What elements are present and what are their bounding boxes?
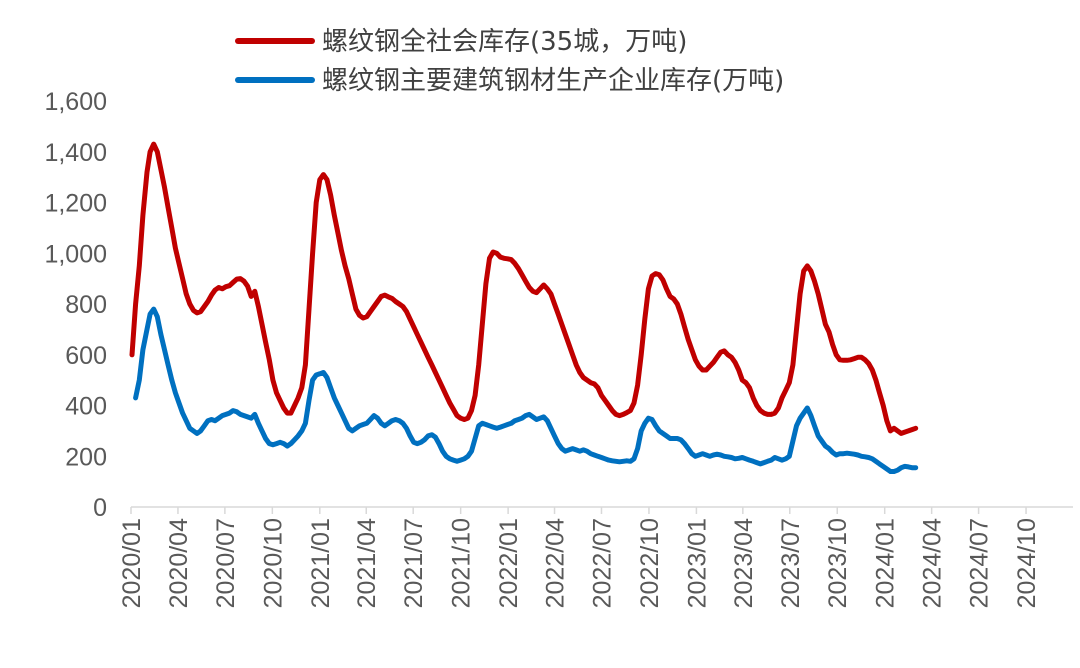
x-tick-label: 2021/07 xyxy=(400,518,428,608)
x-tick-label: 2020/07 xyxy=(212,518,240,608)
x-tick-label: 2022/10 xyxy=(636,518,664,608)
y-tick-label: 600 xyxy=(65,342,107,370)
series-line-2 xyxy=(133,306,919,474)
y-axis: 0 200 400 600 800 1,000 1,200 1,400 1,600 xyxy=(44,88,107,522)
x-tick-label: 2020/10 xyxy=(259,518,287,608)
y-tick-label: 1,200 xyxy=(44,190,107,218)
y-tick-label: 800 xyxy=(65,291,107,319)
legend-label-social-inventory: 螺纹钢全社会库存(35城，万吨) xyxy=(322,27,687,57)
y-tick-label: 0 xyxy=(93,494,107,522)
series-layer xyxy=(129,141,919,474)
x-tick-label: 2023/10 xyxy=(824,518,852,608)
y-tick-label: 1,600 xyxy=(44,88,107,116)
x-tick-label: 2022/04 xyxy=(542,518,570,608)
x-tick-label: 2024/07 xyxy=(966,518,994,608)
y-tick-label: 1,400 xyxy=(44,139,107,167)
x-tick-label: 2024/01 xyxy=(872,518,900,608)
x-tick-label: 2021/04 xyxy=(353,518,381,608)
series-line-1 xyxy=(129,141,919,436)
x-tick-label: 2020/04 xyxy=(165,518,193,608)
x-tick-label: 2024/04 xyxy=(919,518,947,608)
x-axis: 2020/01 2020/04 2020/07 2020/10 2021/01 2021/… xyxy=(118,506,1073,608)
x-tick-label: 2020/01 xyxy=(118,518,146,608)
x-tick-label: 2023/04 xyxy=(730,518,758,608)
y-tick-label: 200 xyxy=(65,443,107,471)
x-tick-label: 2021/01 xyxy=(307,518,335,608)
legend: 螺纹钢全社会库存(35城，万吨) 螺纹钢主要建筑钢材生产企业库存(万吨) xyxy=(235,27,784,96)
x-tick-label: 2022/07 xyxy=(588,518,616,608)
y-tick-label: 1,000 xyxy=(44,240,107,268)
x-tick-label: 2024/10 xyxy=(1013,518,1041,608)
x-tick-label: 2023/07 xyxy=(777,518,805,608)
x-tick-label: 2021/10 xyxy=(448,518,476,608)
x-tick-label: 2023/01 xyxy=(683,518,711,608)
y-tick-label: 400 xyxy=(65,393,107,421)
legend-label-producer-inventory: 螺纹钢主要建筑钢材生产企业库存(万吨) xyxy=(322,66,784,96)
x-tick-label: 2022/01 xyxy=(495,518,523,608)
